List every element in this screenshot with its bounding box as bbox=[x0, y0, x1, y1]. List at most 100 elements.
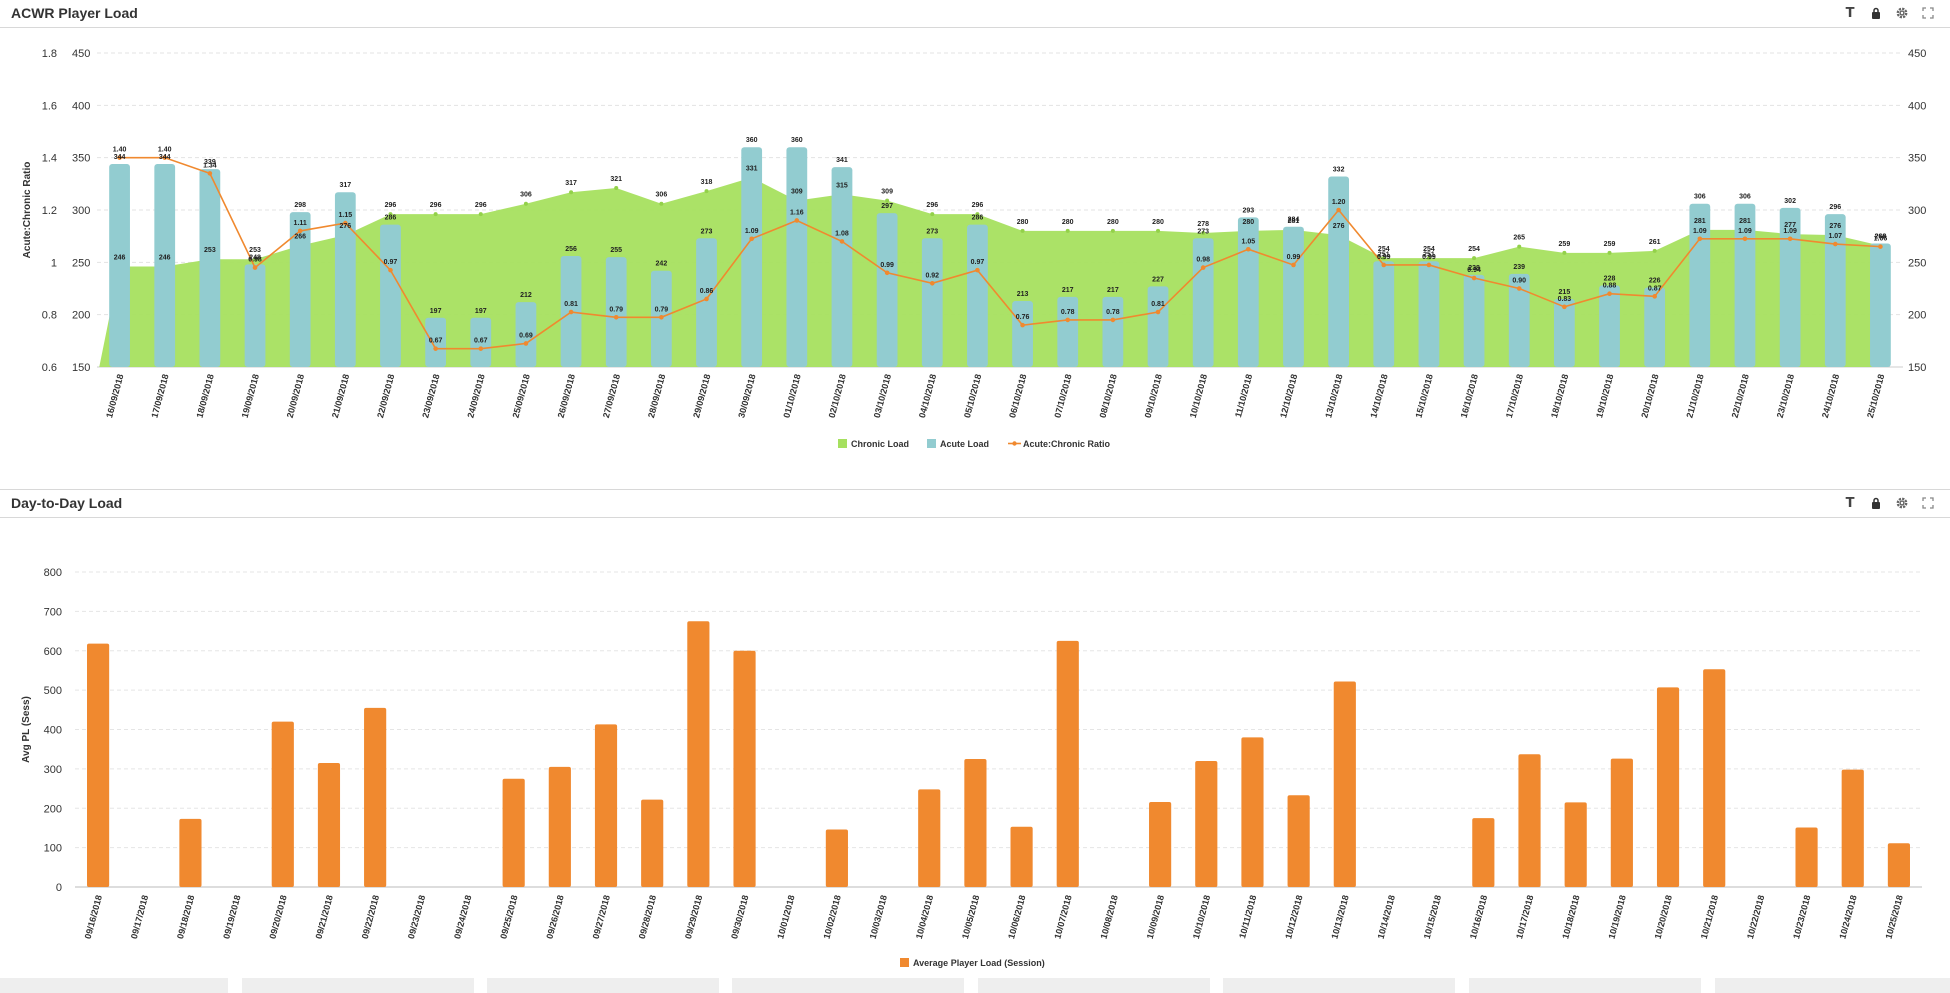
lock-icon[interactable] bbox=[1868, 495, 1884, 511]
x-tick-label: 09/10/2018 bbox=[1143, 373, 1164, 419]
acwr-point bbox=[1832, 241, 1838, 247]
next-panel-strip bbox=[242, 978, 474, 993]
acwr-point bbox=[478, 346, 484, 351]
acute-load-label: 339 bbox=[204, 159, 216, 166]
chronic-load-point bbox=[885, 198, 890, 203]
y-tick-label-load: 200 bbox=[72, 310, 90, 322]
acwr-label: 1.05 bbox=[1242, 238, 1256, 245]
avg-player-load-bar bbox=[825, 829, 848, 887]
avg-player-load-bar bbox=[1887, 843, 1910, 887]
y-tick-label-right: 450 bbox=[1908, 48, 1926, 60]
chronic-load-label: 278 bbox=[1197, 221, 1209, 228]
chronic-load-label: 296 bbox=[926, 202, 938, 209]
chronic-load-label: 309 bbox=[791, 189, 803, 196]
acute-load-bar bbox=[876, 213, 898, 367]
x-tick-label: 13/10/2018 bbox=[1323, 373, 1344, 419]
chronic-load-label: 296 bbox=[475, 202, 487, 209]
chronic-load-point bbox=[1652, 248, 1657, 253]
y-tick-label-load: 450 bbox=[72, 48, 90, 60]
lock-icon[interactable] bbox=[1868, 5, 1884, 21]
y-tick-label-ratio: 0.6 bbox=[42, 362, 57, 374]
avg-player-load-bar bbox=[1472, 818, 1495, 887]
acwr-point bbox=[1200, 265, 1206, 270]
y-tick-label: 800 bbox=[44, 567, 62, 579]
x-tick-label: 21/10/2018 bbox=[1684, 373, 1705, 419]
acute-load-label: 286 bbox=[385, 215, 397, 222]
acwr-label: 1.09 bbox=[1693, 228, 1707, 235]
chronic-load-label: 296 bbox=[972, 202, 984, 209]
acute-load-bar bbox=[470, 317, 492, 367]
acute-load-bar bbox=[831, 167, 853, 367]
x-tick-label: 09/24/2018 bbox=[452, 894, 473, 940]
chronic-load-point bbox=[1607, 250, 1612, 255]
acwr-label: 0.86 bbox=[700, 288, 714, 295]
avg-player-load-bar bbox=[1056, 640, 1079, 887]
panel-toolbar: T bbox=[1842, 495, 1936, 511]
y-tick-label-load: 250 bbox=[72, 257, 90, 269]
avg-player-load-bar bbox=[1656, 687, 1680, 887]
acwr-point bbox=[1742, 236, 1748, 242]
x-tick-label: 20/10/2018 bbox=[1639, 373, 1660, 419]
x-tick-label: 09/30/2018 bbox=[729, 894, 750, 940]
x-tick-label: 26/09/2018 bbox=[556, 373, 577, 419]
y-tick-label-load: 400 bbox=[72, 100, 90, 112]
y-tick-label-load: 150 bbox=[72, 362, 90, 374]
acute-load-bar bbox=[1237, 217, 1259, 367]
expand-icon[interactable] bbox=[1920, 5, 1936, 21]
acute-load-bar bbox=[696, 238, 717, 367]
avg-player-load-bar bbox=[271, 721, 294, 887]
acute-load-label: 212 bbox=[520, 292, 532, 299]
gear-icon[interactable] bbox=[1894, 495, 1910, 511]
x-tick-label: 29/09/2018 bbox=[691, 373, 712, 419]
x-tick-label: 09/21/2018 bbox=[314, 894, 335, 940]
acwr-point bbox=[613, 314, 619, 320]
acwr-point bbox=[252, 265, 258, 270]
chronic-load-point bbox=[1472, 256, 1477, 261]
x-tick-label: 10/20/2018 bbox=[1653, 894, 1674, 940]
acwr-label: 0.90 bbox=[1512, 278, 1526, 285]
acwr-point bbox=[568, 309, 574, 315]
acwr-line bbox=[119, 156, 1881, 350]
chronic-load-point bbox=[614, 186, 619, 191]
x-tick-label: 02/10/2018 bbox=[827, 373, 848, 419]
acwr-point bbox=[794, 218, 800, 223]
acwr-point bbox=[117, 155, 122, 160]
day-to-day-chart: 0 100 200 300 400 500 600 700 800 Avg PL (Sess) 09… bbox=[21, 567, 1922, 968]
expand-icon[interactable] bbox=[1920, 495, 1936, 511]
chronic-load-label: 259 bbox=[1604, 241, 1616, 248]
acute-load-bar bbox=[289, 212, 311, 367]
acute-load-bar bbox=[1283, 226, 1304, 367]
chronic-load-label: 296 bbox=[385, 202, 397, 209]
acute-load-bar bbox=[741, 147, 763, 367]
x-tick-label: 17/09/2018 bbox=[149, 373, 170, 419]
acwr-label: 0.99 bbox=[1422, 254, 1436, 261]
x-tick-label: 10/11/2018 bbox=[1237, 894, 1258, 940]
avg-player-load-bar bbox=[1795, 827, 1818, 887]
acute-load-bar bbox=[967, 224, 988, 367]
next-panel-strip bbox=[0, 978, 228, 993]
text-toggle-button[interactable]: T bbox=[1845, 5, 1855, 21]
acute-load-bar bbox=[244, 264, 266, 367]
text-toggle-button[interactable]: T bbox=[1845, 495, 1855, 511]
x-tick-label: 10/21/2018 bbox=[1699, 894, 1720, 940]
chronic-load-label: 280 bbox=[1017, 219, 1029, 226]
next-panel-strip bbox=[1223, 978, 1455, 993]
x-tick-label: 19/10/2018 bbox=[1594, 373, 1615, 419]
acute-load-label: 293 bbox=[1242, 207, 1254, 214]
x-tick-label: 16/10/2018 bbox=[1459, 373, 1480, 419]
x-tick-label: 09/29/2018 bbox=[683, 894, 704, 940]
y-tick-label-ratio: 1 bbox=[51, 257, 57, 269]
x-tick-label: 09/16/2018 bbox=[83, 894, 104, 940]
next-panel-strip bbox=[978, 978, 1210, 993]
chronic-load-label: 309 bbox=[881, 189, 893, 196]
acwr-point bbox=[1381, 262, 1387, 268]
x-tick-label: 23/09/2018 bbox=[420, 373, 441, 419]
y-tick-label: 700 bbox=[44, 606, 62, 618]
acwr-label: 0.99 bbox=[880, 262, 894, 269]
legend-label: Chronic Load bbox=[851, 439, 909, 449]
acwr-label: 0.97 bbox=[384, 259, 398, 266]
gear-icon[interactable] bbox=[1894, 5, 1910, 21]
acwr-label: 0.97 bbox=[971, 259, 985, 266]
acute-load-bar bbox=[334, 192, 356, 367]
y-tick-label-right: 200 bbox=[1908, 310, 1926, 322]
